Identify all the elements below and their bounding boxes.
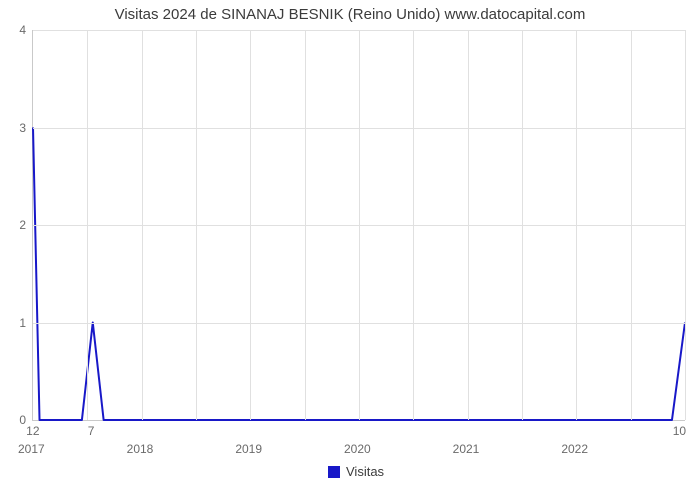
x-tick-label: 2021 <box>453 442 480 456</box>
chart-legend: Visitas <box>328 464 384 479</box>
y-tick-label: 1 <box>19 316 26 330</box>
legend-swatch <box>328 466 340 478</box>
plot-area <box>32 30 685 421</box>
gridline-horizontal <box>33 323 685 324</box>
x-tick-label: 2018 <box>127 442 154 456</box>
y-tick-label: 0 <box>19 413 26 427</box>
gridline-horizontal <box>33 30 685 31</box>
gridline-horizontal <box>33 128 685 129</box>
data-point-label: 10 <box>673 424 686 438</box>
visits-chart: Visitas 2024 de SINANAJ BESNIK (Reino Un… <box>0 0 700 500</box>
legend-label: Visitas <box>346 464 384 479</box>
y-tick-label: 3 <box>19 121 26 135</box>
chart-title: Visitas 2024 de SINANAJ BESNIK (Reino Un… <box>0 6 700 23</box>
x-tick-label: 2017 <box>18 442 45 456</box>
x-tick-label: 2020 <box>344 442 371 456</box>
gridline-horizontal <box>33 225 685 226</box>
y-tick-label: 2 <box>19 218 26 232</box>
data-point-label: 12 <box>26 424 39 438</box>
y-tick-label: 4 <box>19 23 26 37</box>
gridline-vertical <box>685 30 686 420</box>
x-tick-label: 2022 <box>561 442 588 456</box>
data-point-label: 7 <box>88 424 95 438</box>
x-tick-label: 2019 <box>235 442 262 456</box>
